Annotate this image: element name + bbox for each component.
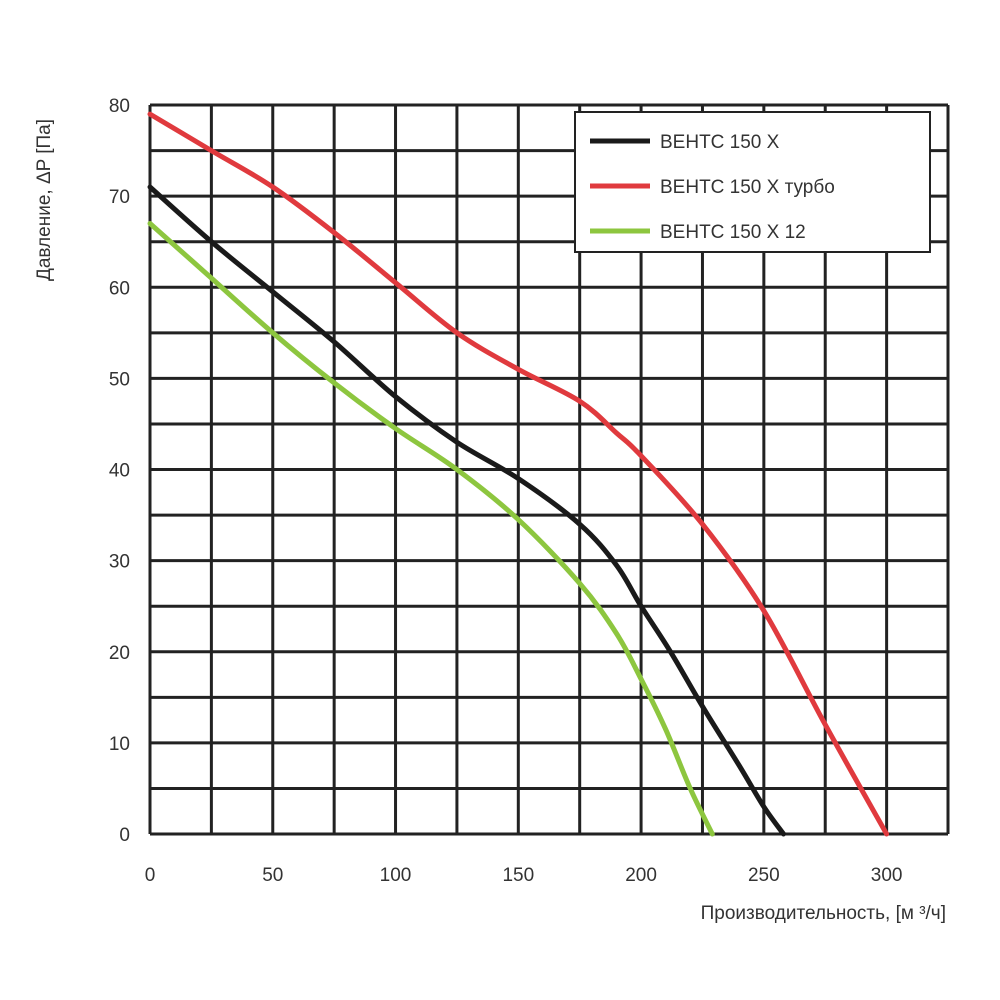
legend: ВЕНТС 150 Х ВЕНТС 150 Х турбо ВЕНТС 150 … <box>574 111 931 253</box>
x-tick-label: 150 <box>502 865 534 886</box>
y-tick-label: 50 <box>109 369 130 390</box>
series-lines <box>147 111 890 837</box>
y-tick-label: 80 <box>109 96 130 117</box>
y-tick-label: 70 <box>109 187 130 208</box>
axis-ticks: 0 50 100 150 200 250 300 0 10 20 30 40 50 60 70 80 <box>109 96 903 886</box>
y-tick-label: 40 <box>109 461 130 482</box>
legend-label-1: ВЕНТС 150 Х турбо <box>660 177 835 198</box>
x-axis-title: Производительность, [м ³/ч] <box>701 903 946 924</box>
y-tick-label: 30 <box>109 552 130 573</box>
series-line-1 <box>147 111 890 837</box>
x-tick-label: 0 <box>145 865 156 886</box>
y-tick-label: 0 <box>119 825 130 846</box>
legend-label-2: ВЕНТС 150 Х 12 <box>660 222 806 243</box>
y-axis-title: Давление, ΔP [Па] <box>34 119 55 281</box>
x-tick-label: 300 <box>871 865 903 886</box>
series-line-2 <box>147 221 715 837</box>
series-line-0 <box>147 184 786 837</box>
x-tick-label: 200 <box>625 865 657 886</box>
x-tick-label: 100 <box>380 865 412 886</box>
y-tick-label: 20 <box>109 643 130 664</box>
x-tick-label: 50 <box>262 865 283 886</box>
legend-label-0: ВЕНТС 150 Х <box>660 132 780 153</box>
y-tick-label: 60 <box>109 278 130 299</box>
x-tick-label: 250 <box>748 865 780 886</box>
y-tick-label: 10 <box>109 734 130 755</box>
